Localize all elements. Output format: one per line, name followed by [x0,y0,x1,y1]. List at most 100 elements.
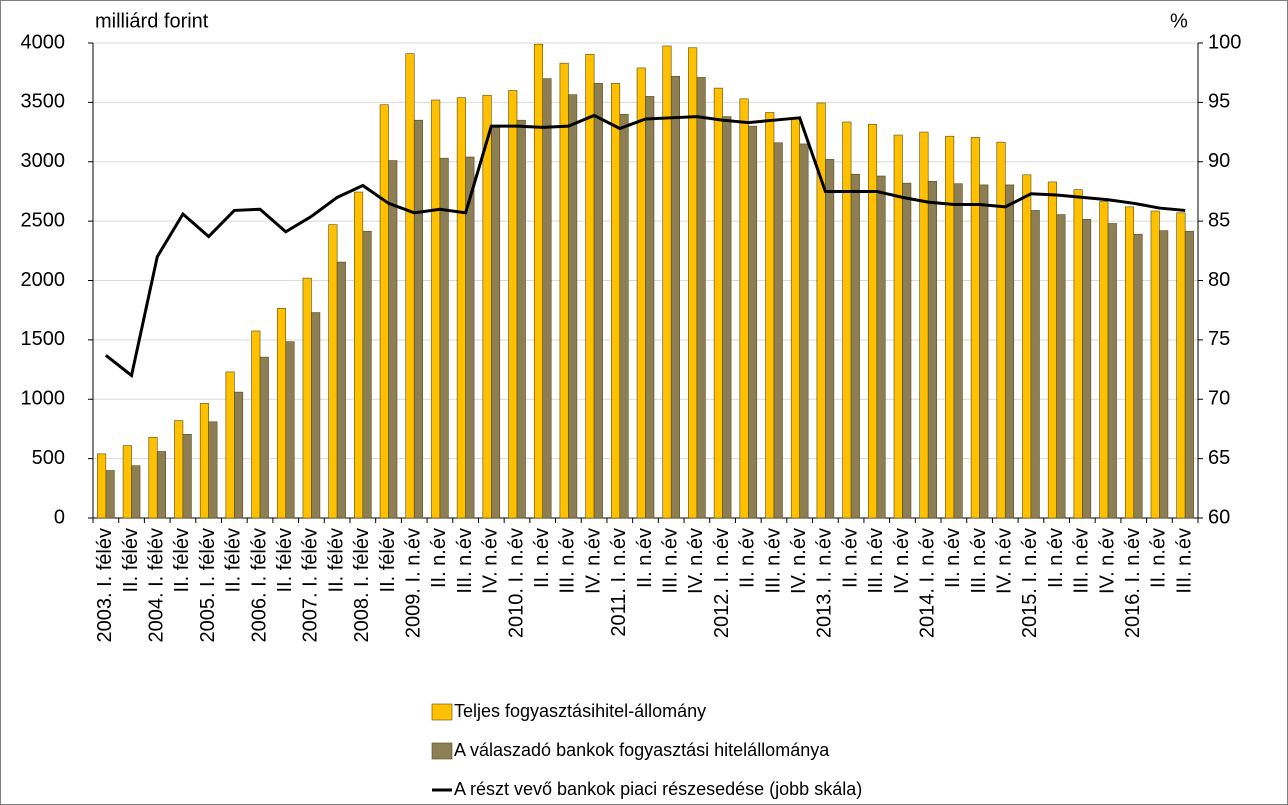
bar [276,308,287,519]
bar [876,175,886,519]
bar [122,445,132,519]
x-tick-label: II. félév [377,528,399,592]
x-tick-label: 2015. I. n.év [1019,528,1041,638]
y-tick-label: 2000 [21,269,66,291]
bar [996,141,1006,519]
x-tick-label: 2010. I. n.év [505,528,527,638]
x-tick-label: III. n.év [865,528,887,594]
bar [105,470,115,519]
bar [979,184,989,519]
bar [1107,223,1117,519]
bar [1047,181,1057,519]
x-tick-label: II. félév [171,528,193,592]
bar [559,62,569,519]
bar [413,119,424,519]
bar [208,421,218,519]
x-tick-label: 2006. I. félév [248,528,270,643]
bar [456,97,466,519]
y-tick-label: 500 [32,447,65,469]
x-tick-label: II. n.év [531,528,553,588]
y-tick-label: 1000 [21,388,66,410]
x-tick-label: II. n.év [428,528,450,588]
bar [533,43,544,519]
x-tick-label: IV. n.év [788,528,810,594]
x-tick-label: 2004. I. félév [146,528,168,643]
bar [97,453,107,519]
x-tick-label: III. n.év [454,528,476,594]
x-tick-label: II. n.év [942,528,964,588]
bar [773,142,783,519]
bar [156,451,167,519]
legend-label: A részt vevő bankok piaci részesedése (j… [454,779,862,799]
x-tick-label: III. n.év [659,528,681,594]
y2-tick-label: 70 [1208,388,1230,410]
x-tick-label: III. n.év [557,528,579,594]
bar [1133,233,1143,519]
x-tick-label: III. n.év [1173,528,1195,594]
bar [739,98,749,519]
x-tick-label: II. n.év [737,528,759,588]
x-tick-label: 2008. I. félév [351,528,373,643]
bar [336,261,346,519]
bar [1004,184,1015,519]
x-tick-label: IV. n.év [480,528,502,594]
bar [431,99,441,519]
bar [645,96,655,519]
x-tick-label: IV. n.év [994,528,1016,594]
x-tick-label: IV. n.év [891,528,913,594]
bar [816,102,826,519]
x-tick-label: II. n.év [634,528,656,588]
bar [516,119,526,519]
y-tick-label: 0 [54,506,65,528]
bar [953,183,963,519]
y2-tick-label: 60 [1208,506,1230,528]
x-tick-label: III. n.év [762,528,784,594]
bar [696,77,706,519]
x-tick-label: II. n.év [1148,528,1170,588]
bar [174,420,184,519]
x-tick-label: III. n.év [968,528,990,594]
bar [636,67,646,519]
y2-tick-label: 85 [1208,209,1230,231]
y2-tick-label: 90 [1208,150,1230,172]
bar [850,173,860,519]
line [104,113,1186,379]
bar [842,121,852,519]
x-tick-label: II. félév [223,528,245,592]
bar [593,83,603,519]
bar [568,94,578,519]
x-tick-label: 2007. I. félév [300,528,322,643]
bar [362,230,372,519]
bar [799,143,809,519]
bar [1099,201,1109,519]
bar [945,135,955,519]
bar [1022,174,1032,519]
y-tick-label: 2500 [21,209,66,231]
bar [927,181,937,519]
bar [182,433,192,519]
bar [439,157,449,519]
bar [259,356,269,519]
bar [825,159,835,519]
bar [670,75,680,519]
x-tick-label: 2014. I. n.év [916,528,938,638]
bar [1056,214,1066,519]
y2-axis-title: % [1170,10,1188,32]
legend-label: Teljes fogyasztásihitel-állomány [454,701,706,721]
bar [199,403,209,519]
bar [225,371,235,519]
bar [722,116,732,519]
bar [542,78,552,519]
x-tick-label: II. félév [325,528,347,592]
bar [311,312,321,519]
y2-tick-label: 100 [1208,31,1241,53]
bar [919,131,929,519]
bar [1150,210,1160,519]
bar [1073,189,1083,519]
bar [1124,206,1135,519]
bar [285,341,295,519]
x-tick-label: IV. n.év [685,528,707,594]
bar [465,156,475,519]
bar [251,330,261,519]
